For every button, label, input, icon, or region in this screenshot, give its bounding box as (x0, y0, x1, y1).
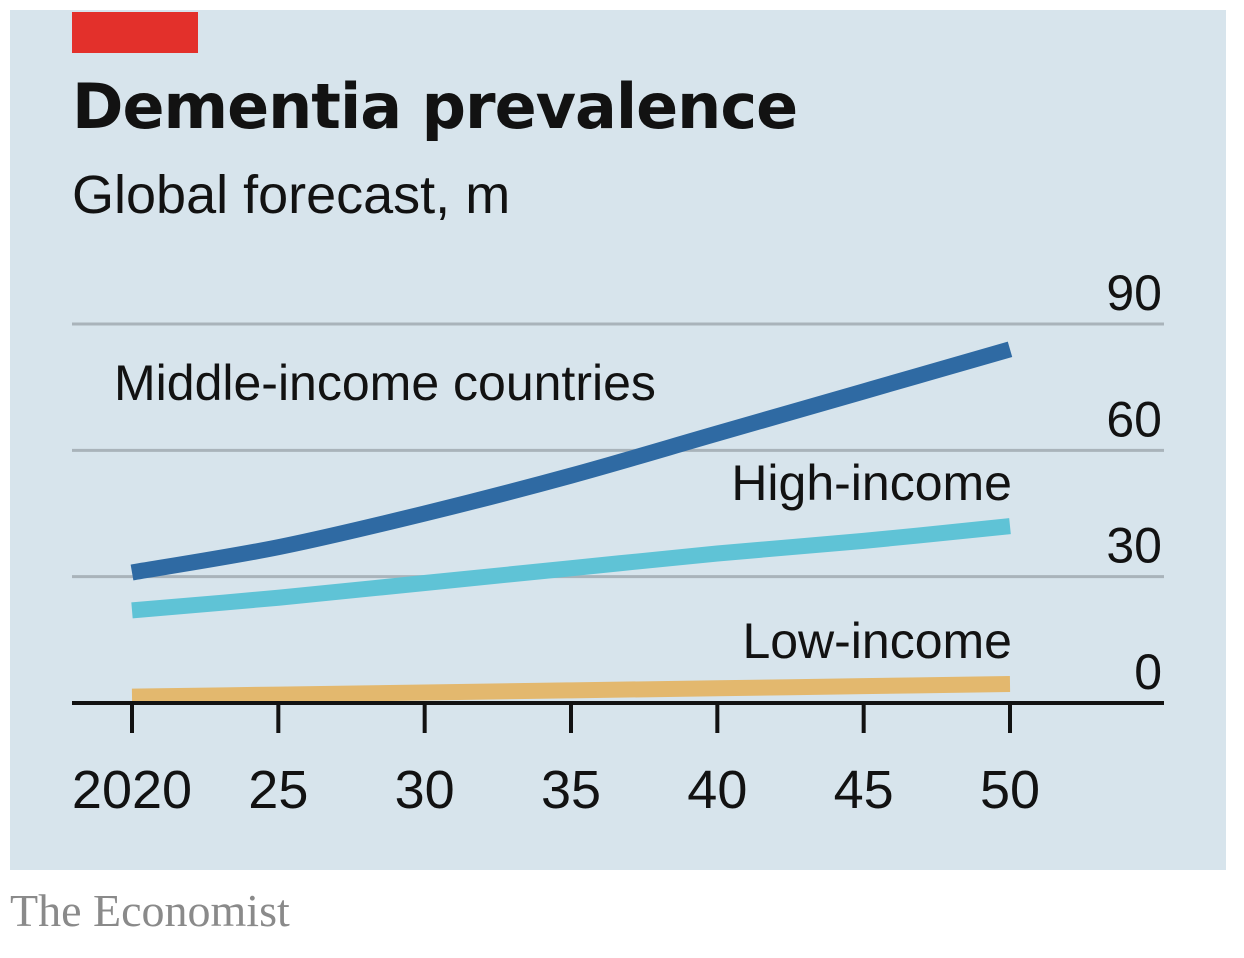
x-tick-label-2035: 35 (541, 760, 601, 820)
gridlines (72, 322, 1164, 579)
x-tick-label-2040: 40 (687, 760, 747, 820)
y-tick-label-60: 60 (1106, 391, 1162, 447)
series-line-middle-income (130, 341, 1013, 581)
x-axis: 2020 25 30 35 40 45 50 (72, 701, 1164, 820)
economist-red-tag (72, 12, 198, 53)
series-line-low-income (131, 676, 1011, 705)
chart-title: Dementia prevalence (72, 70, 798, 143)
series-label-low-income: Low-income (742, 613, 1012, 669)
chart-panel (10, 10, 1226, 870)
y-axis-labels: 0 30 60 90 (1106, 265, 1162, 700)
x-tick-label-2030: 30 (395, 760, 455, 820)
series-label-middle-income: Middle-income countries (114, 355, 656, 411)
y-tick-label-30: 30 (1106, 518, 1162, 574)
y-tick-label-0: 0 (1134, 644, 1162, 700)
series-label-high-income: High-income (731, 455, 1012, 511)
series-line-high-income (131, 518, 1011, 619)
chart-subtitle: Global forecast, m (72, 165, 511, 225)
y-tick-label-90: 90 (1106, 265, 1162, 321)
source-credit: The Economist (10, 885, 290, 936)
x-tick-label-2025: 25 (248, 760, 308, 820)
series-labels: Middle-income countries High-income Low-… (114, 355, 1012, 669)
x-tick-label-2050: 50 (980, 760, 1040, 820)
x-tick-label-2020: 2020 (72, 760, 192, 820)
x-tick-label-2045: 45 (834, 760, 894, 820)
series-lines (130, 341, 1013, 705)
